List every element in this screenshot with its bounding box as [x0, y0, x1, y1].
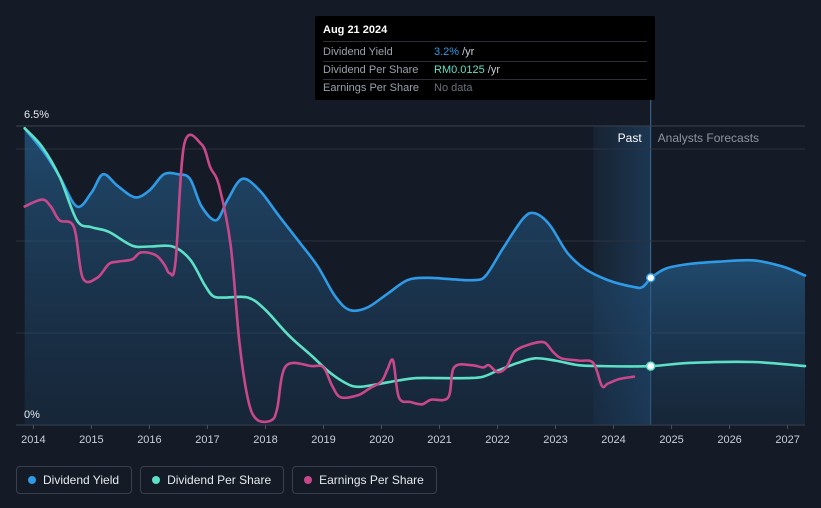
x-tick-label: 2026 [717, 434, 741, 446]
forecast-label: Analysts Forecasts [658, 131, 759, 145]
chart-legend: Dividend Yield Dividend Per Share Earnin… [16, 466, 437, 494]
dividend-yield-area [24, 128, 651, 426]
legend-dot-icon [152, 476, 161, 484]
y-tick-label: 0% [24, 409, 40, 421]
legend-label: Dividend Yield [43, 473, 120, 487]
tooltip-row-dividend-yield: Dividend Yield 3.2%/yr [323, 44, 647, 62]
x-tick-label: 2015 [79, 434, 103, 446]
legend-dot-icon [304, 476, 313, 484]
past-label: Past [618, 131, 643, 145]
y-tick-label: 6.5% [24, 109, 49, 121]
legend-item-dividend-yield[interactable]: Dividend Yield [16, 466, 133, 494]
x-tick-label: 2021 [427, 434, 451, 446]
dividend-per-share-line [23, 127, 807, 389]
legend-item-earnings-per-share[interactable]: Earnings Per Share [292, 466, 437, 494]
legend-dot-icon [28, 476, 36, 484]
x-tick-label: 2016 [137, 434, 161, 446]
dividend-yield-line [23, 127, 652, 313]
tooltip-row-dividend-per-share: Dividend Per Share RM0.0125/yr [323, 62, 647, 80]
x-tick-label: 2020 [369, 434, 393, 446]
x-tick-label: 2023 [543, 434, 567, 446]
legend-item-dividend-per-share[interactable]: Dividend Per Share [140, 466, 285, 494]
x-tick-label: 2018 [253, 434, 277, 446]
x-tick-label: 2022 [485, 434, 509, 446]
tooltip-value: No data [434, 82, 473, 94]
x-tick-label: 2027 [775, 434, 799, 446]
tooltip-key: Dividend Per Share [323, 64, 419, 76]
tooltip-value: 3.2% [434, 46, 460, 58]
legend-label: Dividend Per Share [167, 473, 272, 487]
x-tick-label: 2014 [21, 434, 45, 446]
dividend-yield-forecast-line [649, 258, 807, 280]
tooltip-row-earnings-per-share: Earnings Per Share No data [323, 80, 647, 97]
tooltip-unit: /yr [487, 64, 500, 76]
earnings-per-share-line [23, 133, 636, 424]
tooltip-unit: /yr [462, 46, 475, 58]
x-tick-label: 2017 [195, 434, 219, 446]
tooltip-value: RM0.0125 [434, 64, 485, 76]
legend-label: Earnings Per Share [319, 473, 424, 487]
x-tick-label: 2024 [601, 434, 625, 446]
x-tick-label: 2019 [311, 434, 335, 446]
tooltip-date: Aug 21 2024 [323, 23, 647, 42]
tooltip-key: Dividend Yield [323, 46, 393, 58]
hover-tooltip: Aug 21 2024 Dividend Yield 3.2%/yr Divid… [315, 16, 655, 100]
tooltip-key: Earnings Per Share [323, 82, 419, 94]
x-tick-label: 2025 [659, 434, 683, 446]
dividend-per-share-marker [645, 361, 656, 371]
dividend-yield-marker [645, 273, 656, 283]
dividend-yield-forecast-area [650, 260, 805, 425]
